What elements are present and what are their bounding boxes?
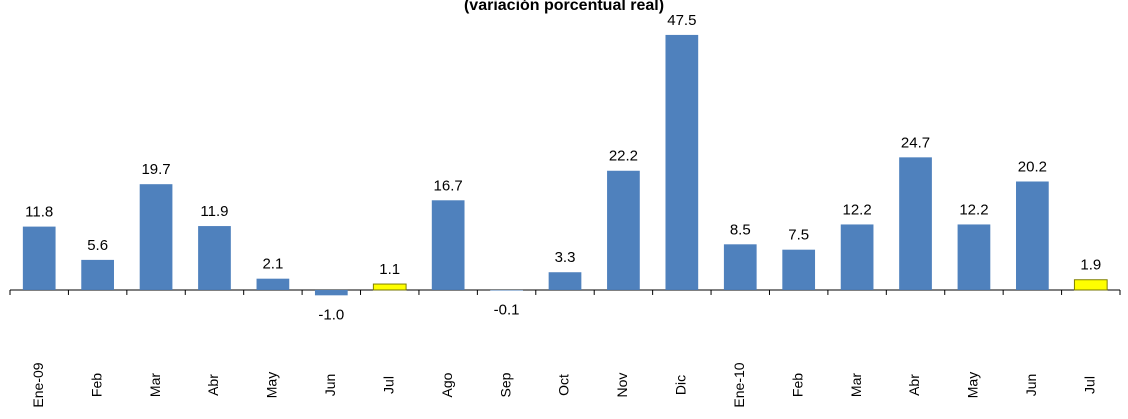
data-label: 8.5	[730, 221, 751, 238]
x-tick-label: Sep	[497, 372, 513, 397]
x-tick-label: Nov	[614, 373, 630, 398]
data-label: 16.7	[434, 177, 463, 194]
data-label: -0.1	[494, 301, 520, 318]
bar	[139, 184, 173, 290]
bar	[723, 244, 757, 290]
x-tick-label: Abr	[205, 374, 221, 396]
bar	[81, 259, 114, 290]
bar	[548, 272, 582, 290]
data-label: 12.2	[959, 201, 988, 218]
data-label: 1.9	[1080, 257, 1101, 274]
x-tick-label: Jul	[380, 376, 396, 394]
bar	[256, 278, 290, 290]
data-label: 20.2	[1018, 158, 1047, 175]
data-label: 22.2	[609, 148, 638, 165]
x-tick-label: Ago	[439, 372, 455, 397]
x-tick-label: Dic	[673, 375, 689, 395]
x-tick-label: Jul	[1081, 376, 1097, 394]
bar	[22, 226, 56, 290]
bar	[957, 224, 991, 290]
data-label: 7.5	[788, 227, 809, 244]
bar	[372, 283, 407, 291]
x-tick-label: Ene-10	[731, 362, 747, 407]
bar	[607, 170, 640, 290]
x-tick-label: Jun	[322, 374, 338, 397]
x-tick-label: Jun	[1023, 374, 1039, 397]
data-label: 11.9	[200, 203, 228, 220]
data-label: 24.7	[901, 134, 930, 151]
bar	[431, 200, 465, 290]
x-tick-label: Mar	[848, 373, 864, 397]
bar	[1073, 279, 1108, 291]
x-tick-label: May	[264, 372, 280, 398]
bar	[314, 289, 348, 296]
data-label: -1.0	[318, 306, 344, 323]
x-tick-label: Feb	[789, 373, 805, 397]
bar	[899, 157, 932, 290]
x-tick-label: Mar	[147, 373, 163, 397]
data-label: 19.7	[141, 161, 170, 178]
data-label: 3.3	[555, 249, 576, 266]
chart-title: (variación porcentual real)	[464, 0, 664, 14]
bar	[198, 226, 231, 290]
x-tick-label: Abr	[906, 374, 922, 396]
data-label: 11.8	[25, 204, 53, 221]
bar	[490, 289, 523, 291]
x-tick-label: Feb	[88, 373, 104, 397]
data-label: 47.5	[667, 12, 696, 29]
data-label: 5.6	[87, 237, 108, 254]
x-tick-label: May	[965, 372, 981, 398]
bar	[782, 249, 816, 290]
bar	[840, 224, 874, 290]
x-tick-label: Oct	[556, 374, 572, 396]
data-label: 2.1	[262, 256, 283, 273]
bar	[1016, 181, 1049, 290]
bar	[665, 34, 699, 290]
data-label: 1.1	[379, 261, 400, 278]
x-tick-label: Ene-09	[30, 362, 46, 407]
data-label: 12.2	[843, 201, 872, 218]
